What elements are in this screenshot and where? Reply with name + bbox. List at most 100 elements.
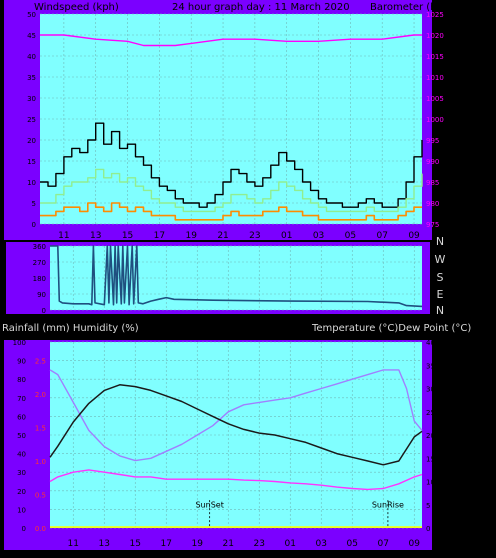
wind-series-group xyxy=(40,34,423,221)
wind-x-tick: 17 xyxy=(154,231,165,241)
temp-x-tick: 19 xyxy=(192,539,204,549)
wind-avg-line xyxy=(40,168,423,213)
humidity-left-tick: 20 xyxy=(17,488,26,496)
temp-x-tick: 17 xyxy=(161,539,172,549)
wind-left-tick: 5 xyxy=(32,200,36,208)
wind-left-tick: 15 xyxy=(27,158,36,166)
temp-x-tick: 23 xyxy=(254,539,265,549)
wind-left-tick: 0 xyxy=(32,221,36,229)
temp-x-tick: 09 xyxy=(409,539,421,549)
wind-x-tick: 05 xyxy=(345,231,356,241)
direction-left-tick: 270 xyxy=(33,259,46,267)
wind-x-tick: 11 xyxy=(58,231,69,241)
temp-right-tick: 0 xyxy=(426,525,430,533)
humidity-left-tick: 10 xyxy=(17,506,26,514)
wind-x-tick: 07 xyxy=(376,231,387,241)
annotation-sunrise: SunRise xyxy=(372,501,404,510)
pressure-right-tick: 1025 xyxy=(426,11,444,19)
wind-x-tick: 23 xyxy=(249,231,260,241)
direction-left-tick: 0 xyxy=(42,307,46,315)
temperature-line xyxy=(49,469,423,491)
rain-left-tick: 2.0 xyxy=(35,391,46,399)
barometer-axis-label: Barometer (hpa) xyxy=(370,2,453,13)
temp-right-tick: 10 xyxy=(426,479,435,487)
direction-left-tick: 90 xyxy=(37,291,46,299)
compass-direction-label: N xyxy=(436,235,444,248)
wind-left-tick: 40 xyxy=(27,53,36,61)
pressure-right-tick: 1000 xyxy=(426,116,444,124)
temp-grid xyxy=(50,341,422,529)
pressure-right-tick: 995 xyxy=(426,137,439,145)
temp-x-tick: 11 xyxy=(68,539,79,549)
temp-dewpoint-axis-label: Temperature (°C)Dew Point (°C) xyxy=(311,323,471,334)
temp-right-tick: 15 xyxy=(426,455,435,463)
chart-title: 24 hour graph day : 11 March 2020 xyxy=(172,2,350,13)
humidity-left-tick: 80 xyxy=(17,376,26,384)
wind-x-tick: 21 xyxy=(217,231,228,241)
windspeed-axis-label: Windspeed (kph) xyxy=(34,2,119,13)
wind-left-tick: 50 xyxy=(27,11,36,19)
compass-direction-label: N xyxy=(436,304,444,317)
temp-x-tick: 03 xyxy=(316,539,327,549)
pressure-right-tick: 980 xyxy=(426,200,439,208)
temp-tick-labels: 01020304050607080901000.00.51.01.52.02.5… xyxy=(13,339,435,549)
temp-right-tick: 40 xyxy=(426,339,435,347)
temp-x-tick: 07 xyxy=(378,539,389,549)
dew-point-line-light xyxy=(49,369,423,462)
temp-right-tick: 5 xyxy=(426,502,430,510)
rain-humidity-axis-label: Rainfall (mm) Humidity (%) xyxy=(2,323,139,334)
wind-left-tick: 10 xyxy=(27,179,36,187)
temp-right-tick: 30 xyxy=(426,386,435,394)
wind-left-tick: 20 xyxy=(27,137,36,145)
rain-left-tick: 0.5 xyxy=(35,492,46,500)
wind-x-tick: 15 xyxy=(122,231,133,241)
temp-series-group: SunSet SunRise xyxy=(49,369,423,528)
wind-left-tick: 25 xyxy=(27,116,36,124)
humidity-left-tick: 50 xyxy=(17,432,26,440)
wind-plot-area xyxy=(40,14,422,224)
wind-tick-labels: 0510152025303540455097598098599099510001… xyxy=(27,11,444,241)
pressure-right-tick: 1020 xyxy=(426,32,444,40)
wind-left-tick: 45 xyxy=(27,32,36,40)
temp-x-tick: 05 xyxy=(347,539,358,549)
temp-right-tick: 25 xyxy=(426,409,435,417)
temp-x-tick: 15 xyxy=(130,539,141,549)
wind-low-line xyxy=(40,202,422,221)
compass-direction-label: E xyxy=(437,288,444,301)
rain-left-tick: 1.0 xyxy=(35,458,46,466)
wind-left-tick: 35 xyxy=(27,74,36,82)
rain-left-tick: 2.5 xyxy=(35,358,46,366)
pressure-right-tick: 985 xyxy=(426,179,439,187)
humidity-left-tick: 40 xyxy=(17,451,26,459)
pressure-right-tick: 1015 xyxy=(426,53,444,61)
wind-x-tick: 03 xyxy=(313,231,324,241)
direction-left-tick: 180 xyxy=(33,275,46,283)
compass-direction-label: S xyxy=(437,271,444,284)
temp-x-tick: 01 xyxy=(285,539,296,549)
wind-direction-line xyxy=(50,245,423,308)
wind-x-tick: 19 xyxy=(185,231,197,241)
pressure-right-tick: 975 xyxy=(426,221,439,229)
pressure-right-tick: 990 xyxy=(426,158,439,166)
annotation-sunset: SunSet xyxy=(195,501,223,510)
wind-x-tick: 13 xyxy=(90,231,101,241)
wind-x-tick: 01 xyxy=(281,231,292,241)
humidity-left-tick: 100 xyxy=(13,339,26,347)
wind-gust-line xyxy=(40,122,423,208)
temp-right-tick: 35 xyxy=(426,362,435,370)
direction-left-tick: 360 xyxy=(33,243,46,251)
pressure-line xyxy=(40,34,422,47)
wind-left-tick: 30 xyxy=(27,95,36,103)
pressure-right-tick: 1005 xyxy=(426,95,444,103)
wind-x-tick: 09 xyxy=(408,231,420,241)
humidity-line xyxy=(49,384,423,466)
compass-direction-label: W xyxy=(435,253,446,266)
temp-right-tick: 20 xyxy=(426,432,435,440)
direction-series-group xyxy=(50,245,423,308)
pressure-right-tick: 1010 xyxy=(426,74,444,82)
humidity-left-tick: 60 xyxy=(17,413,26,421)
temp-x-tick: 13 xyxy=(99,539,110,549)
humidity-left-tick: 30 xyxy=(17,469,26,477)
humidity-left-tick: 0 xyxy=(22,525,26,533)
